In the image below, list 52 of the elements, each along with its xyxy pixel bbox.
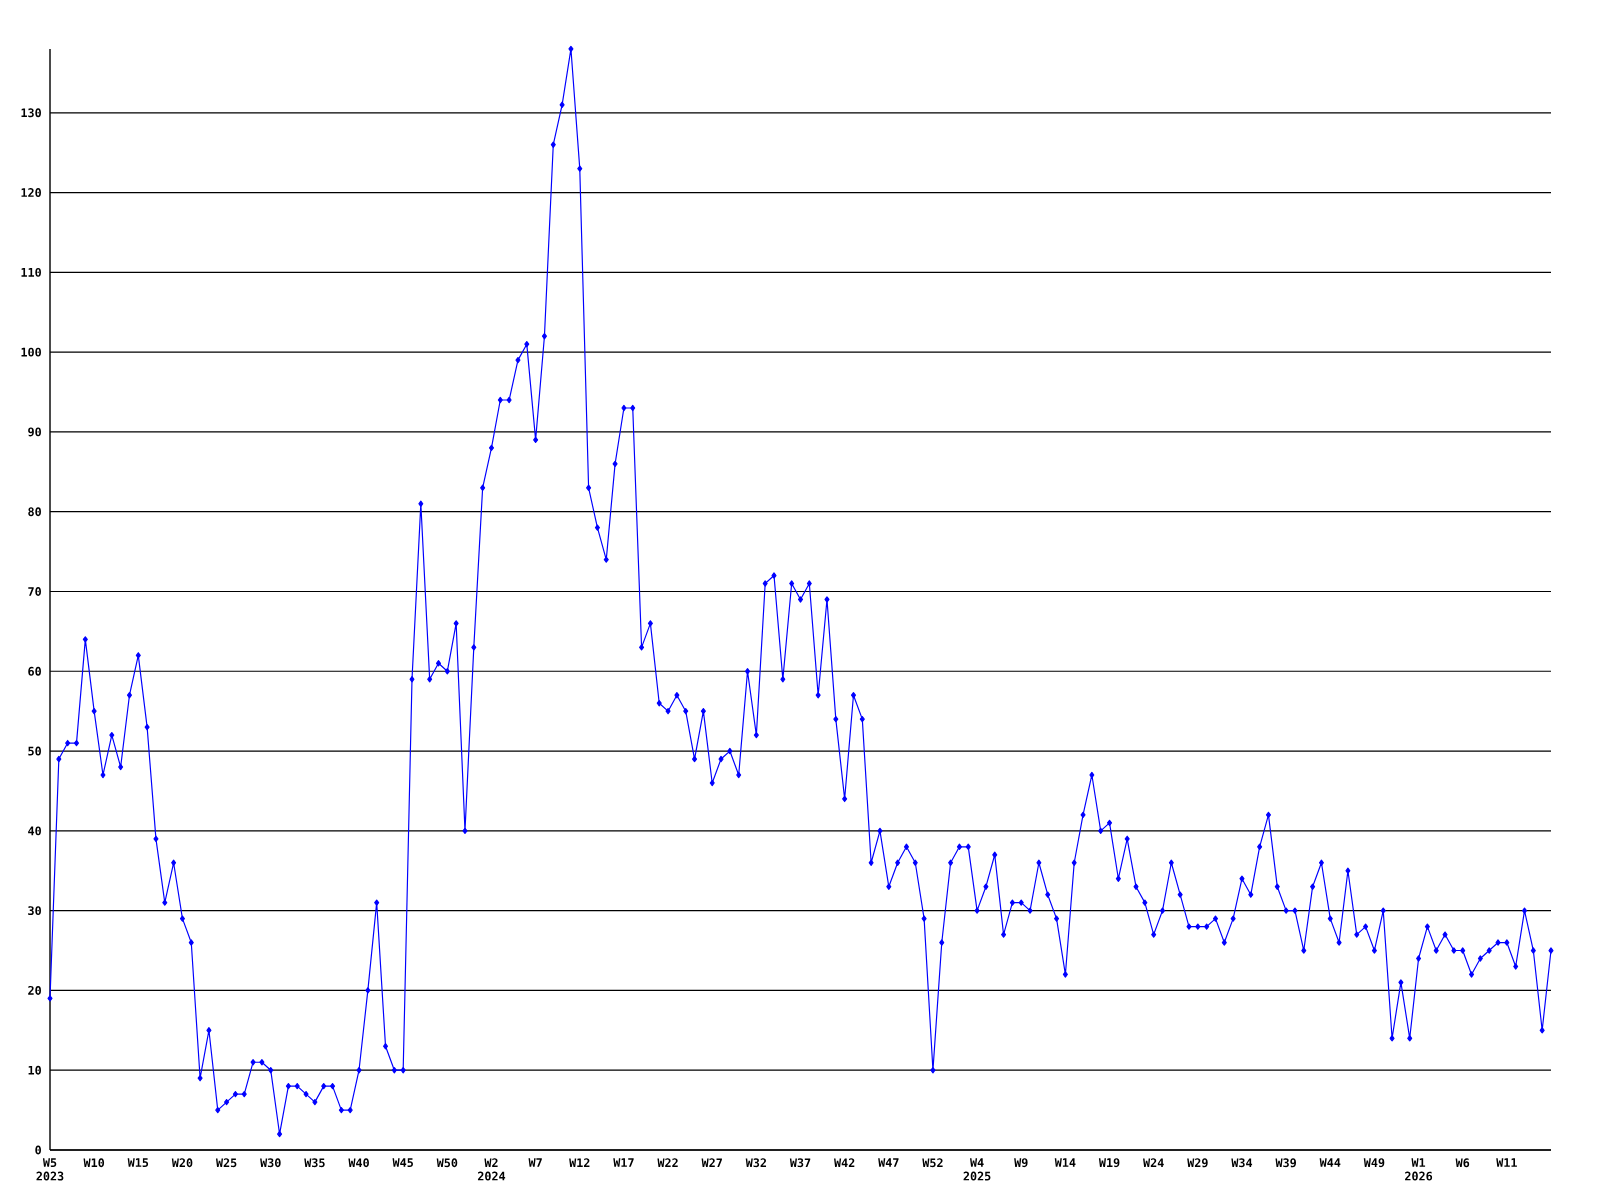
x-tick-label: W17 <box>613 1158 634 1167</box>
x-tick-label: W32 <box>745 1158 767 1168</box>
x-tick-label: W47 <box>878 1158 899 1167</box>
y-tick-label: 0 <box>35 1145 41 1155</box>
x-tick-label: W37 <box>789 1158 811 1168</box>
y-tick-label: 90 <box>28 427 41 437</box>
x-tick-label: W42 <box>834 1158 855 1168</box>
y-tick-label: 100 <box>21 347 41 357</box>
y-tick-label: 50 <box>28 746 41 756</box>
x-tick-label: W52 <box>922 1158 943 1168</box>
x-tick-label: W39 <box>1275 1158 1296 1168</box>
y-tick-label: 60 <box>28 666 41 676</box>
y-tick-label: 70 <box>28 587 41 596</box>
x-tick-label: W5 <box>42 1158 57 1168</box>
x-tick-label: W6 <box>1455 1158 1470 1168</box>
x-tick-label: W10 <box>83 1158 105 1168</box>
x-tick-label: W2 <box>484 1158 498 1168</box>
y-tick-label: 110 <box>21 267 41 277</box>
y-tick-label: 20 <box>28 985 41 995</box>
x-tick-label: W1 <box>1411 1158 1426 1167</box>
x-tick-label: W40 <box>348 1158 369 1168</box>
x-tick-label: W22 <box>657 1158 678 1168</box>
x-tick-label: W30 <box>260 1158 281 1168</box>
x-tick-label: W11 <box>1496 1158 1517 1167</box>
text: 2026 <box>1405 1171 1433 1181</box>
x-tick-label: W12 <box>569 1158 590 1168</box>
x-tick-label: W25 <box>215 1158 237 1168</box>
text: 2024 <box>477 1171 506 1181</box>
x-tick-label: W20 <box>171 1158 193 1168</box>
x-tick-label: W4 <box>970 1158 984 1167</box>
x-tick-label: W15 <box>127 1158 149 1168</box>
x-tick-label: W35 <box>304 1158 325 1168</box>
x-tick-label: W29 <box>1187 1158 1208 1168</box>
x-tick-label: W24 <box>1143 1158 1164 1168</box>
x-tick-label: W7 <box>528 1158 542 1167</box>
y-tick-label: 80 <box>28 507 41 517</box>
x-tick-label: W45 <box>392 1158 413 1168</box>
y-tick-label: 30 <box>28 906 41 916</box>
x-tick-label: W44 <box>1319 1158 1341 1167</box>
text: 2023 <box>36 1171 64 1181</box>
x-tick-label: W19 <box>1098 1158 1120 1168</box>
x-tick-label: W49 <box>1363 1158 1385 1168</box>
x-tick-label: W14 <box>1054 1158 1076 1167</box>
y-tick-label: 10 <box>28 1065 41 1075</box>
x-tick-label: W34 <box>1231 1158 1253 1168</box>
x-tick-label: W50 <box>436 1158 458 1168</box>
text: 2025 <box>963 1171 991 1181</box>
y-tick-label: 120 <box>21 188 41 198</box>
x-tick-label: W27 <box>701 1158 722 1168</box>
x-tick-label: W9 <box>1014 1158 1028 1168</box>
y-tick-label: 130 <box>21 108 41 118</box>
y-tick-label: 40 <box>28 826 41 836</box>
